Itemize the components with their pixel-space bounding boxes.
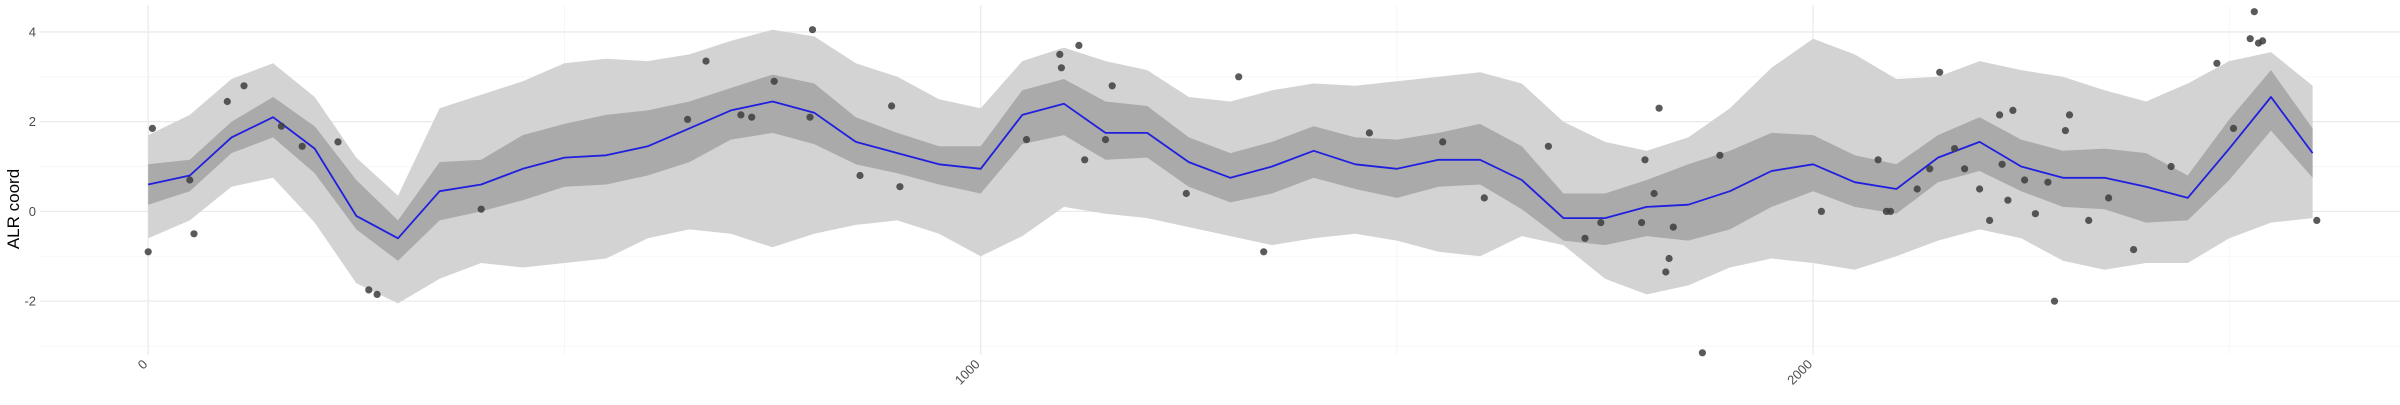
- y-tick-label: -2: [24, 294, 36, 309]
- data-point: [1365, 129, 1373, 137]
- data-point: [2061, 127, 2069, 135]
- data-point: [1581, 234, 1589, 242]
- data-point: [2250, 8, 2258, 16]
- data-point: [277, 122, 285, 130]
- data-point: [1650, 189, 1658, 198]
- data-point: [2004, 196, 2012, 204]
- y-tick-label: 2: [29, 114, 36, 129]
- data-point: [1874, 156, 1882, 164]
- data-point: [2313, 216, 2321, 224]
- data-point: [806, 113, 814, 121]
- x-tick-label: 0: [135, 357, 151, 373]
- data-point: [2105, 194, 2113, 202]
- data-point: [365, 286, 373, 294]
- x-tick-label: 2000: [1784, 357, 1815, 388]
- data-point: [240, 82, 248, 90]
- data-point: [702, 57, 710, 65]
- data-point: [2167, 162, 2175, 171]
- data-point: [1665, 254, 1673, 263]
- data-point: [1182, 189, 1190, 198]
- data-point: [808, 26, 817, 34]
- data-point: [737, 111, 745, 119]
- data-point: [1662, 268, 1670, 276]
- data-point: [1926, 165, 1934, 173]
- data-point: [1235, 73, 1243, 81]
- data-point: [1986, 216, 1994, 224]
- fit-line-layer: [148, 96, 2314, 240]
- data-point: [1886, 207, 1895, 215]
- data-point: [1075, 41, 1083, 50]
- data-point: [748, 113, 756, 121]
- data-point: [1951, 145, 1959, 153]
- data-point: [1101, 136, 1110, 144]
- y-tick-label: 0: [29, 204, 36, 219]
- data-point: [144, 248, 152, 256]
- data-point: [148, 124, 156, 132]
- data-point: [2031, 210, 2039, 218]
- data-point: [2246, 35, 2254, 43]
- fit-line: [148, 96, 2314, 240]
- data-point: [190, 230, 198, 238]
- data-point: [1998, 160, 2006, 168]
- data-point: [1996, 111, 2004, 119]
- data-point: [334, 138, 342, 146]
- data-point: [1056, 50, 1064, 59]
- data-point: [1638, 219, 1646, 227]
- data-point: [1669, 223, 1677, 231]
- data-point: [2009, 106, 2017, 114]
- data-point: [2229, 124, 2238, 132]
- data-point: [373, 290, 381, 298]
- data-point: [1641, 156, 1649, 164]
- y-tick-label: 4: [29, 24, 36, 39]
- data-point: [2130, 246, 2138, 254]
- data-point: [1057, 64, 1065, 72]
- data-point: [684, 115, 692, 123]
- data-point: [1913, 185, 1921, 193]
- data-point: [896, 183, 904, 191]
- data-point: [856, 171, 864, 180]
- data-point: [477, 205, 485, 213]
- data-point: [1936, 68, 1944, 76]
- data-point: [1817, 207, 1825, 215]
- data-point: [186, 176, 194, 184]
- data-point: [1655, 104, 1663, 112]
- x-tick-label: 1000: [952, 357, 983, 388]
- confidence-bands: [148, 29, 2313, 304]
- data-point: [1022, 136, 1031, 144]
- y-axis-title: ALR coord: [4, 169, 23, 249]
- data-point: [770, 77, 778, 85]
- observation-points: [144, 8, 2321, 357]
- data-point: [298, 142, 306, 150]
- data-point: [2213, 59, 2221, 67]
- data-point: [888, 102, 896, 110]
- data-point: [1260, 248, 1268, 256]
- data-point: [1439, 138, 1447, 146]
- data-point: [2021, 176, 2029, 184]
- data-point: [1081, 156, 1089, 164]
- data-point: [1976, 185, 1984, 193]
- data-point: [1961, 165, 1969, 173]
- data-point: [1597, 219, 1605, 227]
- data-point: [2050, 297, 2059, 305]
- data-point: [2259, 37, 2267, 45]
- data-point: [1544, 142, 1552, 150]
- data-point: [1480, 194, 1488, 202]
- data-point: [1698, 349, 1706, 357]
- data-point: [2044, 178, 2052, 186]
- data-point: [2085, 216, 2093, 224]
- data-point: [1716, 151, 1724, 159]
- data-point: [1108, 82, 1116, 90]
- data-point: [223, 97, 231, 106]
- data-point: [2065, 111, 2074, 119]
